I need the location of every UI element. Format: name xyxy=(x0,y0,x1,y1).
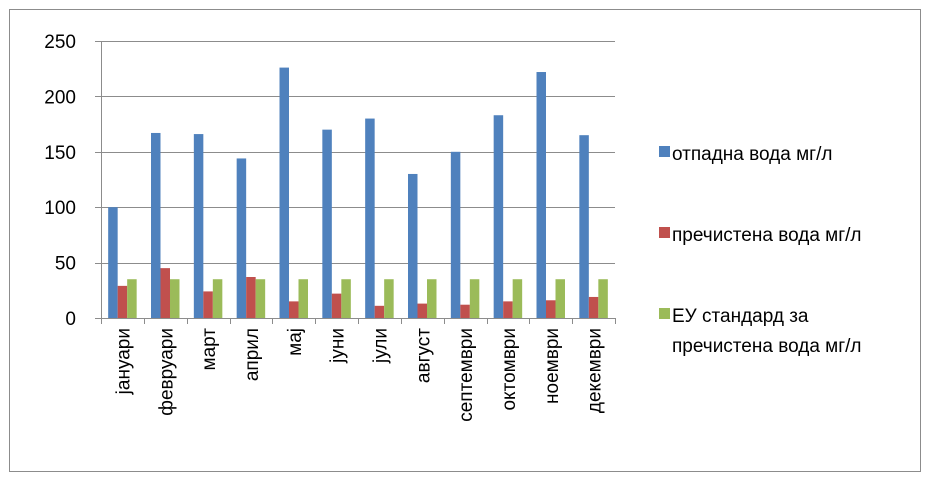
legend-swatch xyxy=(659,146,670,157)
bar xyxy=(203,291,213,318)
x-category-label: април xyxy=(242,328,263,381)
legend-label: отпадна вода мг/л xyxy=(672,144,832,165)
bar xyxy=(469,279,480,318)
bar xyxy=(598,279,608,318)
y-tick-label: 0 xyxy=(65,309,76,330)
y-tick-label: 150 xyxy=(44,143,76,164)
bar xyxy=(579,135,589,318)
x-category-label: февруари xyxy=(156,328,177,416)
bar xyxy=(417,303,427,318)
legend-label: пречистена вода мг/л xyxy=(672,225,862,246)
legend-label: ЕУ стандард за xyxy=(672,306,809,327)
bar xyxy=(427,279,437,318)
bar xyxy=(331,293,342,318)
x-category-label: октомври xyxy=(499,328,520,411)
bar xyxy=(555,279,565,318)
x-category-label: јули xyxy=(370,328,391,364)
x-category-label: септември xyxy=(456,328,477,422)
bar xyxy=(322,129,332,318)
bar xyxy=(408,173,418,318)
legend-swatch xyxy=(659,227,670,238)
x-category-label: јуни xyxy=(328,328,349,364)
bar xyxy=(536,72,546,318)
bar xyxy=(298,279,308,318)
bar xyxy=(108,207,118,318)
x-category-label: март xyxy=(199,328,220,371)
bars-group xyxy=(108,67,608,319)
y-tick-label: 250 xyxy=(44,32,76,53)
x-category-label: декември xyxy=(585,328,606,413)
bar xyxy=(127,279,137,318)
y-tick-label: 200 xyxy=(44,87,76,108)
bar xyxy=(279,67,289,318)
x-category-label: јануари xyxy=(113,328,134,395)
bar xyxy=(341,279,351,318)
bar xyxy=(512,279,523,318)
bar xyxy=(588,296,599,318)
bar xyxy=(246,277,256,318)
chart-border xyxy=(9,9,921,472)
bar xyxy=(151,132,161,318)
bar xyxy=(160,268,170,318)
bar xyxy=(546,300,556,318)
legend-swatch xyxy=(659,308,670,319)
bar xyxy=(255,279,266,318)
bar xyxy=(374,305,385,318)
legend-label: пречистена вода мг/л xyxy=(672,336,862,357)
bar xyxy=(289,301,299,318)
bar xyxy=(493,115,504,319)
chart-area-border xyxy=(9,9,921,472)
bar xyxy=(212,279,223,318)
x-category-label: мај xyxy=(285,328,306,356)
bar xyxy=(170,279,180,318)
bar xyxy=(193,134,204,318)
legend: отпадна вода мг/л пречистена вода мг/л ЕУ … xyxy=(659,144,862,357)
bar xyxy=(365,118,375,318)
y-tick-label: 100 xyxy=(44,198,76,219)
bar xyxy=(460,304,470,318)
bar xyxy=(450,151,461,318)
x-category-label: август xyxy=(413,328,434,383)
axes xyxy=(95,41,616,324)
x-category-labels: јануари февруари март април мај јуни јули авгус… xyxy=(113,328,605,422)
y-tick-labels: 0 50 100 150 200 250 xyxy=(44,32,76,330)
gridlines xyxy=(101,41,615,264)
bar xyxy=(117,285,128,318)
bar xyxy=(236,158,247,318)
x-category-label: ноември xyxy=(542,328,563,404)
y-tick-label: 50 xyxy=(55,254,76,275)
bar xyxy=(503,301,513,318)
bar xyxy=(384,279,394,318)
